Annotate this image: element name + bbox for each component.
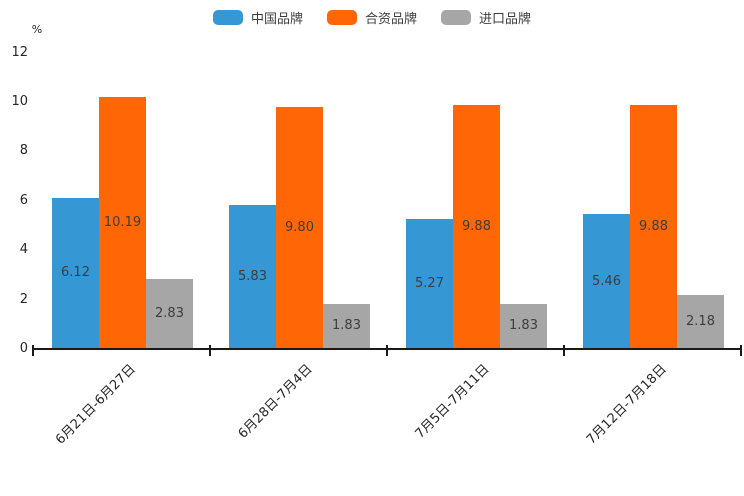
bar-合资品牌-4 (630, 104, 677, 349)
y-axis-tick-label: 4 (19, 242, 28, 258)
y-axis-tick-label: 6 (19, 192, 28, 208)
y-axis-tick-label: 8 (19, 143, 28, 159)
legend-item-series-3[interactable]: 进口品牌 (441, 8, 531, 27)
legend-item-label: 中国品牌 (250, 12, 303, 27)
x-axis-tick (32, 345, 34, 356)
legend-marker-icon (441, 10, 471, 25)
bar-合资品牌-1 (99, 97, 146, 349)
x-axis-category-text: 6月28日-7月4日 (235, 361, 316, 442)
bar-value-label: 2.83 (155, 306, 184, 322)
bar-value-label: 5.46 (592, 273, 621, 289)
bar-value-label: 2.18 (686, 314, 715, 330)
bar-value-label: 6.12 (61, 265, 90, 281)
bar-中国品牌-1 (52, 197, 99, 349)
bar-value-label: 1.83 (509, 318, 538, 334)
legend: 中国品牌 合资品牌 进口品牌 (0, 8, 744, 27)
bar-进口品牌-3 (500, 303, 547, 349)
y-axis-tick-label: 0 (19, 341, 28, 356)
bar-进口品牌-2 (323, 303, 370, 349)
legend-item-series-2[interactable]: 合资品牌 (326, 8, 417, 27)
legend-item-series-1[interactable]: 中国品牌 (212, 8, 303, 27)
bar-进口品牌-1 (146, 279, 193, 349)
bar-value-label: 9.88 (462, 218, 491, 234)
bar-value-label: 5.83 (238, 268, 267, 284)
legend-marker-icon (212, 10, 243, 25)
bar-中国品牌-4 (583, 214, 630, 349)
y-axis-tick-label: 12 (11, 44, 28, 60)
bar-value-label: 5.27 (415, 275, 444, 291)
y-axis-tick-label: 2 (19, 291, 28, 307)
x-axis-tick (386, 345, 388, 356)
bar-进口品牌-4 (677, 295, 724, 349)
x-axis-category-text: 7月5日-7月11日 (412, 361, 493, 442)
bar-value-label: 9.80 (285, 219, 314, 235)
bar-中国品牌-3 (406, 218, 453, 349)
x-axis-tick (740, 345, 742, 356)
bar-合资品牌-3 (453, 104, 500, 349)
bar-value-label: 1.83 (332, 318, 361, 334)
legend-item-label: 进口品牌 (479, 12, 532, 27)
x-axis-category-text: 7月12日-7月18日 (584, 361, 670, 448)
x-axis-tick (563, 345, 565, 356)
bar-合资品牌-2 (276, 106, 323, 349)
x-axis-category-text: 6月21日-6月27日 (53, 361, 139, 448)
bar-中国品牌-2 (229, 204, 276, 349)
y-axis-tick-label: 10 (11, 94, 28, 109)
y-axis-unit-label: % (31, 23, 43, 36)
legend-marker-icon (326, 10, 357, 25)
bar-value-label: 10.19 (103, 215, 142, 231)
bar-value-label: 9.88 (639, 218, 668, 234)
x-axis-tick (209, 345, 211, 356)
legend-item-label: 合资品牌 (364, 12, 417, 27)
